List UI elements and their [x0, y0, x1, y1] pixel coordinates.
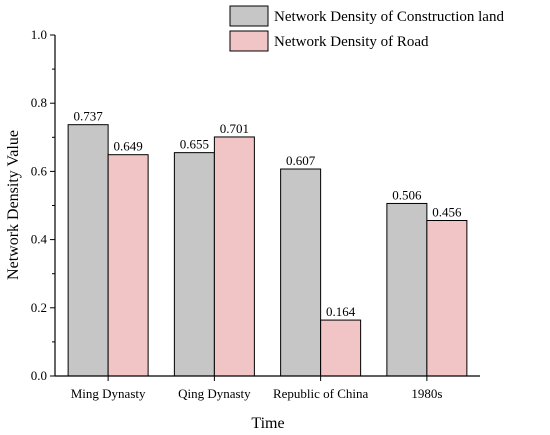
legend-swatch [229, 30, 269, 52]
bar [107, 154, 149, 377]
data-label: 0.649 [114, 139, 143, 154]
data-label: 0.456 [432, 205, 462, 220]
x-tick-label: Republic of China [273, 386, 369, 401]
plot-area: 0.737 0.655 0.607 0.506 0.649 0.701 0.164 0.456… [31, 27, 480, 401]
y-tick-label: 0.0 [31, 368, 47, 383]
data-label: 0.607 [286, 153, 316, 168]
x-tick-label: Ming Dynasty [71, 386, 146, 401]
data-label: 0.506 [392, 187, 422, 202]
y-axis-title: Network Density Value [5, 130, 22, 280]
x-axis-title: Time [251, 415, 284, 432]
x-tick-label: Qing Dynasty [178, 386, 251, 401]
y-tick-label: 0.2 [31, 300, 47, 315]
bar [426, 220, 468, 377]
y-tick-label: 1.0 [31, 27, 47, 42]
legend-swatch [229, 5, 269, 27]
y-tick-label: 0.8 [31, 95, 47, 110]
bar [320, 319, 362, 377]
bar [280, 168, 322, 377]
legend-label: Network Density of Construction land [274, 9, 504, 25]
data-label: 0.164 [326, 304, 356, 319]
data-label: 0.655 [180, 137, 209, 152]
bar [386, 202, 428, 377]
y-tick-label: 0.4 [31, 232, 48, 247]
data-label: 0.701 [220, 121, 249, 136]
x-tick-label: 1980s [411, 386, 442, 401]
bar [67, 124, 109, 377]
data-label: 0.737 [74, 109, 104, 124]
legend-label: Network Density of Road [274, 34, 429, 50]
y-tick-label: 0.6 [31, 163, 48, 178]
bar [173, 152, 215, 377]
bar [213, 136, 255, 377]
legend: Network Density of Construction land Netw… [229, 5, 504, 52]
